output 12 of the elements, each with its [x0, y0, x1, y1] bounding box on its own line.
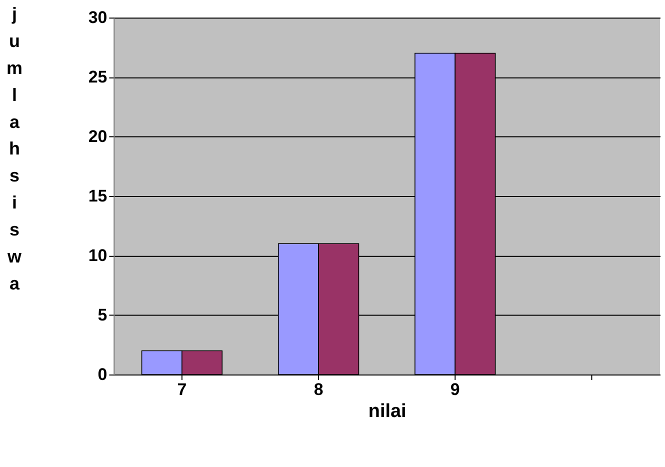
y-tick-label: 5	[98, 306, 108, 325]
y-tick-label: 25	[88, 68, 108, 87]
x-tick-label: 7	[177, 380, 187, 399]
y-tick-label: 30	[88, 8, 108, 28]
text: jumlahsiswa	[6, 4, 22, 294]
y-tick-label: 15	[88, 186, 108, 206]
x-axis-title: nilai	[368, 400, 406, 422]
y-tick-label: 0	[98, 365, 108, 384]
y-tick-label: 10	[88, 246, 108, 266]
x-tick-label: 9	[450, 380, 460, 399]
x-tick-label: 8	[314, 380, 324, 399]
y-tick-label: 20	[88, 127, 108, 146]
